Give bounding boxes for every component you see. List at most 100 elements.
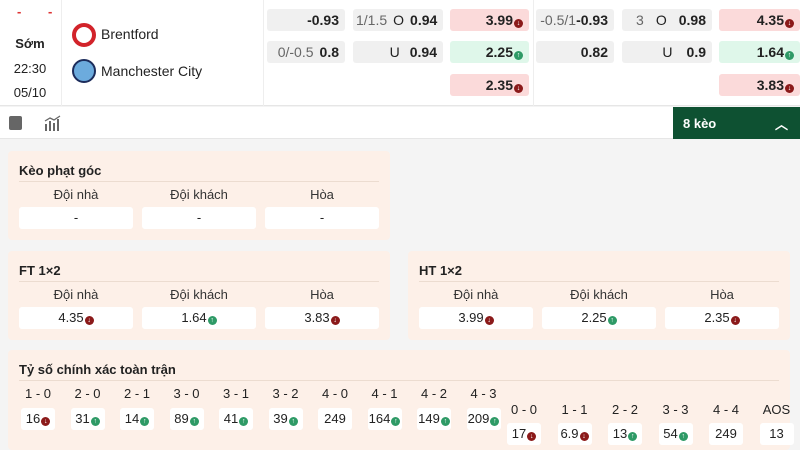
score-odds[interactable]: 209 ↑ — [466, 408, 501, 430]
match-date: 05/10 — [13, 85, 47, 100]
arrow-down-icon: ↓ — [484, 316, 494, 325]
ht-1x2-panel: HT 1×2 Đội nhà Đội khách Hòa 3.99 ↓ 2.25 ↑… — [408, 251, 790, 340]
toolbar: 8 kèo ︿ — [0, 107, 800, 139]
arrow-up-icon: ↑ — [189, 417, 199, 426]
match-status: Sớm — [15, 36, 45, 51]
home-team[interactable]: Brentford — [101, 26, 159, 42]
score-label: 4 - 0 — [321, 386, 348, 401]
score-label: 4 - 4 — [712, 402, 739, 417]
h2-under[interactable]: U 0.9 — [622, 41, 712, 63]
h2-handicap-away[interactable]: 0.82 — [536, 41, 614, 63]
score-odds[interactable]: 89 ↑ — [169, 408, 204, 430]
away-team[interactable]: Manchester City — [101, 63, 203, 79]
score-label: 3 - 0 — [173, 386, 200, 401]
ft-handicap-home[interactable]: -0.93 — [267, 9, 345, 31]
arrow-down-icon: ↓ — [330, 316, 340, 325]
ft-1x2-away[interactable]: 2.25 ↑ — [450, 41, 529, 63]
match-row: - - Sớm 22:30 05/10 Brentford Manchester… — [0, 0, 800, 106]
arrow-down-icon: ↓ — [730, 316, 740, 325]
live-mark: - — [48, 4, 53, 19]
score-odds[interactable]: 14 ↑ — [120, 408, 154, 430]
col-label: Đội nhà — [53, 287, 99, 302]
match-time: 22:30 — [13, 61, 47, 76]
score-odds[interactable]: 249 — [709, 423, 743, 445]
score-label: 3 - 1 — [222, 386, 249, 401]
arrow-up-icon: ↑ — [90, 417, 100, 426]
ft-1x2-draw[interactable]: 2.35 ↓ — [450, 74, 529, 96]
score-odds[interactable]: 16 ↓ — [21, 408, 55, 430]
score-label: 1 - 0 — [24, 386, 51, 401]
score-label: 1 - 1 — [561, 402, 588, 417]
h2-1x2-draw[interactable]: 3.83 ↓ — [719, 74, 800, 96]
odds-away[interactable]: - — [142, 207, 256, 229]
ft-1x2-home[interactable]: 3.99 ↓ — [450, 9, 529, 31]
col-label: Hòa — [310, 287, 334, 302]
score-odds[interactable]: 41 ↑ — [219, 408, 253, 430]
odds-draw[interactable]: 3.83 ↓ — [265, 307, 379, 329]
score-odds[interactable]: 31 ↑ — [70, 408, 105, 430]
arrow-up-icon: ↑ — [207, 316, 217, 325]
arrow-up-icon: ↑ — [391, 417, 401, 426]
stats-chart-icon[interactable] — [44, 115, 62, 131]
score-odds[interactable]: 164 ↑ — [367, 408, 402, 430]
score-odds[interactable]: 6.9 ↓ — [557, 423, 592, 445]
col-label: Đội nhà — [453, 287, 499, 302]
score-label: 2 - 1 — [123, 386, 150, 401]
odds-away[interactable]: 1.64 ↑ — [142, 307, 256, 329]
arrow-up-icon: ↑ — [288, 417, 298, 426]
odds-home[interactable]: 3.99 ↓ — [419, 307, 533, 329]
brentford-logo-icon — [72, 23, 96, 47]
col-label: Đội khách — [570, 287, 628, 302]
col-label: Đội nhà — [53, 187, 99, 202]
h2-1x2-away[interactable]: 1.64 ↑ — [719, 41, 800, 63]
arrow-up-icon: ↑ — [607, 316, 617, 325]
arrow-up-icon: ↑ — [628, 432, 638, 441]
score-label: 2 - 2 — [611, 402, 638, 417]
score-label: 0 - 0 — [510, 402, 537, 417]
arrow-up-icon: ↑ — [785, 51, 794, 60]
h2-1x2-home[interactable]: 4.35 ↓ — [719, 9, 800, 31]
col-label: Đội khách — [170, 187, 228, 202]
live-mark: - — [17, 4, 22, 19]
panel-title: FT 1×2 — [19, 263, 61, 278]
score-label: 2 - 0 — [74, 386, 101, 401]
ft-handicap-away[interactable]: 0/-0.5 0.8 — [267, 41, 345, 63]
odds-home[interactable]: 4.35 ↓ — [19, 307, 133, 329]
odds-home[interactable]: - — [19, 207, 133, 229]
score-odds[interactable]: 39 ↑ — [268, 408, 303, 430]
odds-away[interactable]: 2.25 ↑ — [542, 307, 656, 329]
score-odds[interactable]: 54 ↑ — [658, 423, 693, 445]
panel-title: HT 1×2 — [419, 263, 462, 278]
col-label: Hòa — [310, 187, 334, 202]
score-odds[interactable]: 13 — [759, 423, 794, 445]
arrow-down-icon: ↓ — [579, 432, 589, 441]
arrow-down-icon: ↓ — [527, 432, 537, 441]
ft-under[interactable]: U 0.94 — [353, 41, 443, 63]
score-odds[interactable]: 149 ↑ — [417, 408, 451, 430]
score-label: 4 - 2 — [420, 386, 447, 401]
col-label: Hòa — [710, 287, 734, 302]
more-markets-button[interactable]: 8 kèo ︿ — [673, 107, 800, 139]
corners-panel: Kèo phạt góc Đội nhà Đội khách Hòa - - - — [8, 151, 390, 240]
arrow-up-icon: ↑ — [440, 417, 450, 426]
h2-handicap-home[interactable]: -0.5/1 -0.93 — [536, 9, 614, 31]
score-odds[interactable]: 17 ↓ — [507, 423, 541, 445]
correct-score-panel: Tỷ số chính xác toàn trận 1 - 0 16 ↓ 2 - 0 3… — [8, 350, 794, 450]
ft-1x2-panel: FT 1×2 Đội nhà Đội khách Hòa 4.35 ↓ 1.64 ↑… — [8, 251, 390, 340]
man-city-logo-icon — [72, 59, 96, 83]
ft-over[interactable]: 1/1.5 O 0.94 — [353, 9, 443, 31]
h2-over[interactable]: 3 O 0.98 — [622, 9, 712, 31]
score-label: 4 - 3 — [470, 386, 497, 401]
score-label: 4 - 1 — [371, 386, 398, 401]
arrow-down-icon: ↓ — [84, 316, 94, 325]
odds-draw[interactable]: 2.35 ↓ — [665, 307, 779, 329]
arrow-up-icon: ↑ — [678, 432, 688, 441]
shirt-icon[interactable] — [9, 116, 22, 130]
chevron-up-icon: ︿ — [774, 117, 788, 132]
score-label: AOS — [762, 402, 791, 417]
arrow-down-icon: ↓ — [785, 84, 794, 93]
score-odds[interactable]: 13 ↑ — [608, 423, 642, 445]
arrow-up-icon: ↑ — [514, 51, 523, 60]
odds-draw[interactable]: - — [265, 207, 379, 229]
score-odds[interactable]: 249 — [318, 408, 352, 430]
